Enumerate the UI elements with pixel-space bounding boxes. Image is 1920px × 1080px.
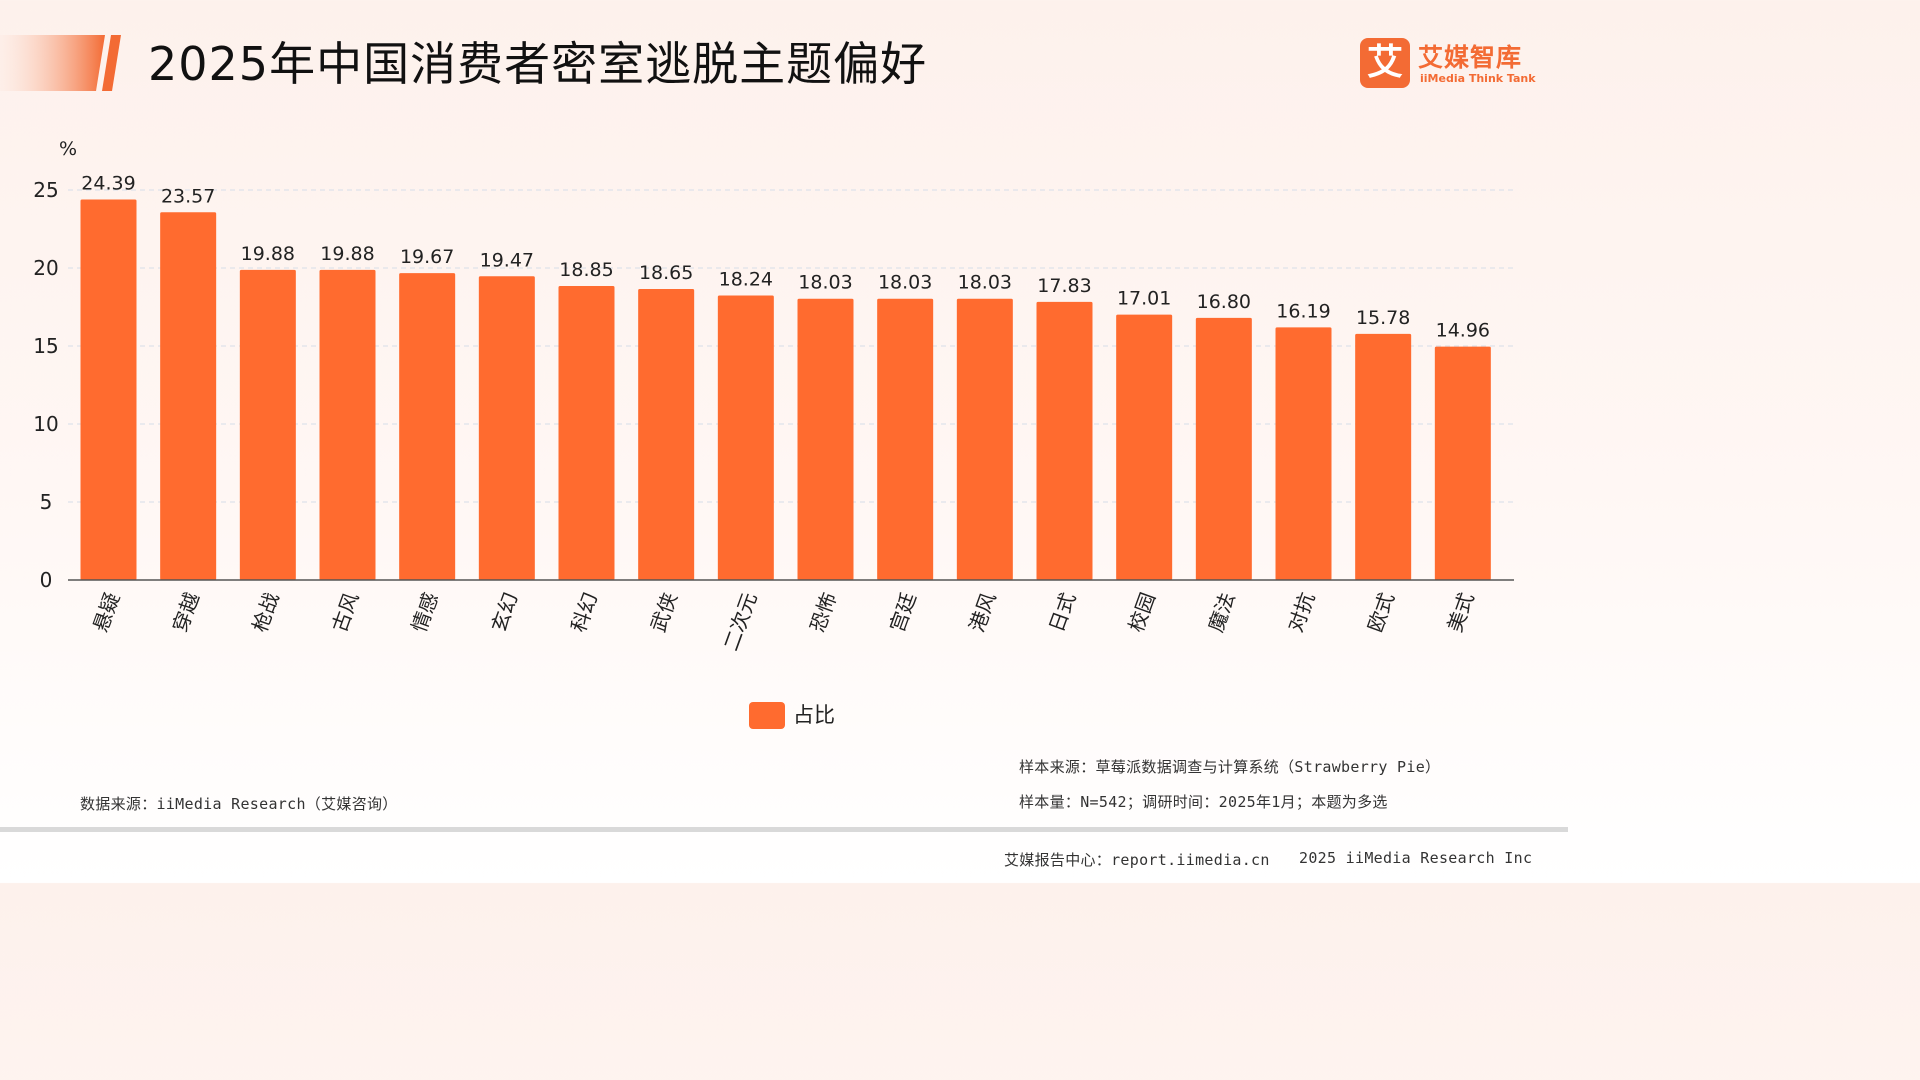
x-tick-label: 宫廷 bbox=[885, 589, 921, 635]
data-label: 16.80 bbox=[1197, 291, 1251, 313]
data-label: 16.19 bbox=[1276, 300, 1330, 322]
legend-swatch bbox=[749, 702, 785, 729]
bar bbox=[717, 295, 774, 580]
data-label: 15.78 bbox=[1356, 307, 1410, 329]
bar bbox=[399, 273, 456, 580]
sample-size-note: 样本量：N=542；调研时间：2025年1月；本题为多选 bbox=[1019, 793, 1388, 811]
data-label: 19.67 bbox=[400, 246, 454, 268]
page-title: 2025年中国消费者密室逃脱主题偏好 bbox=[148, 37, 928, 91]
data-source-note: 数据来源：iiMedia Research（艾媒咨询） bbox=[80, 795, 398, 813]
x-tick-label: 玄幻 bbox=[486, 589, 522, 635]
logo-tagline: iiMedia Think Tank bbox=[1420, 72, 1536, 85]
y-tick-label: 15 bbox=[33, 334, 58, 358]
y-axis-ticks: 0 5 10 15 20 25 bbox=[33, 178, 58, 592]
bar bbox=[1116, 314, 1173, 580]
data-label: 19.88 bbox=[320, 243, 374, 265]
x-tick-label: 穿越 bbox=[168, 589, 204, 635]
bar bbox=[638, 289, 695, 580]
x-tick-label: 悬疑 bbox=[88, 589, 124, 635]
y-tick-label: 0 bbox=[40, 568, 53, 592]
x-tick-label: 港风 bbox=[964, 589, 1000, 635]
bar bbox=[1434, 346, 1491, 580]
data-label: 14.96 bbox=[1436, 320, 1490, 342]
data-label: 18.03 bbox=[798, 272, 852, 294]
y-tick-label: 25 bbox=[33, 178, 58, 202]
bar bbox=[80, 199, 137, 581]
data-label: 24.39 bbox=[81, 173, 135, 195]
bar bbox=[319, 269, 376, 580]
y-tick-label: 20 bbox=[33, 256, 58, 280]
bar bbox=[558, 285, 615, 580]
sample-source-note: 样本来源：草莓派数据调查与计算系统（Strawberry Pie） bbox=[1019, 758, 1441, 776]
data-label: 19.88 bbox=[241, 243, 295, 265]
bars bbox=[80, 199, 1491, 581]
x-tick-label: 情感 bbox=[407, 589, 443, 635]
bar bbox=[160, 212, 217, 581]
bar bbox=[797, 298, 854, 580]
logo-name: 艾媒智库 bbox=[1418, 43, 1523, 72]
data-label: 18.03 bbox=[878, 272, 932, 294]
iimedia-logo: 艾 艾媒智库 iiMedia Think Tank bbox=[1360, 36, 1540, 92]
x-tick-label: 二次元 bbox=[719, 589, 762, 654]
x-axis-ticks: 悬疑 穿越 枪战 古风 情感 玄幻 科幻 武侠 二次元 恐怖 宫廷 港风 日式 校园 魔法 对抗 欧式 美式 bbox=[88, 589, 1479, 654]
x-tick-label: 美式 bbox=[1442, 589, 1478, 635]
y-tick-label: 5 bbox=[40, 490, 53, 514]
bar bbox=[478, 276, 535, 580]
gridlines bbox=[68, 189, 1514, 503]
bar bbox=[1275, 327, 1332, 580]
data-label: 17.01 bbox=[1117, 288, 1171, 310]
x-tick-label: 对抗 bbox=[1283, 589, 1319, 635]
data-label: 18.03 bbox=[958, 272, 1012, 294]
data-label: 18.85 bbox=[559, 259, 613, 281]
bar bbox=[239, 269, 296, 580]
title-accent-stripe bbox=[0, 35, 121, 91]
bar-chart: 0 5 10 15 20 25 % 24.39 23.57 19.88 19.88 19.67 19… bbox=[33, 138, 1514, 654]
bar bbox=[877, 298, 934, 580]
x-tick-label: 欧式 bbox=[1363, 589, 1399, 635]
footer-divider bbox=[0, 827, 1568, 832]
x-tick-label: 魔法 bbox=[1203, 589, 1239, 635]
x-tick-label: 科幻 bbox=[566, 589, 602, 635]
bar bbox=[1195, 317, 1252, 580]
data-label: 19.47 bbox=[480, 249, 534, 271]
bar bbox=[1036, 301, 1093, 580]
data-label: 18.65 bbox=[639, 262, 693, 284]
data-label: 18.24 bbox=[719, 268, 773, 290]
footer-copyright: 2025 iiMedia Research Inc bbox=[1299, 849, 1533, 867]
logo-mark-icon: 艾 bbox=[1360, 38, 1410, 88]
bar bbox=[1355, 333, 1412, 580]
data-label: 23.57 bbox=[161, 185, 215, 207]
x-tick-label: 古风 bbox=[327, 589, 363, 635]
x-tick-label: 武侠 bbox=[646, 589, 682, 635]
y-tick-label: 10 bbox=[33, 412, 58, 436]
data-label: 17.83 bbox=[1037, 275, 1091, 297]
x-tick-label: 校园 bbox=[1124, 589, 1160, 635]
x-tick-label: 日式 bbox=[1044, 589, 1080, 635]
y-axis-unit: % bbox=[59, 138, 77, 160]
legend-label: 占比 bbox=[793, 703, 835, 727]
x-tick-label: 恐怖 bbox=[805, 589, 841, 635]
x-tick-label: 枪战 bbox=[247, 589, 283, 635]
bar bbox=[956, 298, 1013, 580]
data-labels: 24.39 23.57 19.88 19.88 19.67 19.47 18.85 18.65… bbox=[81, 173, 1490, 342]
footer-report-center: 艾媒报告中心：report.iimedia.cn bbox=[1004, 851, 1270, 869]
